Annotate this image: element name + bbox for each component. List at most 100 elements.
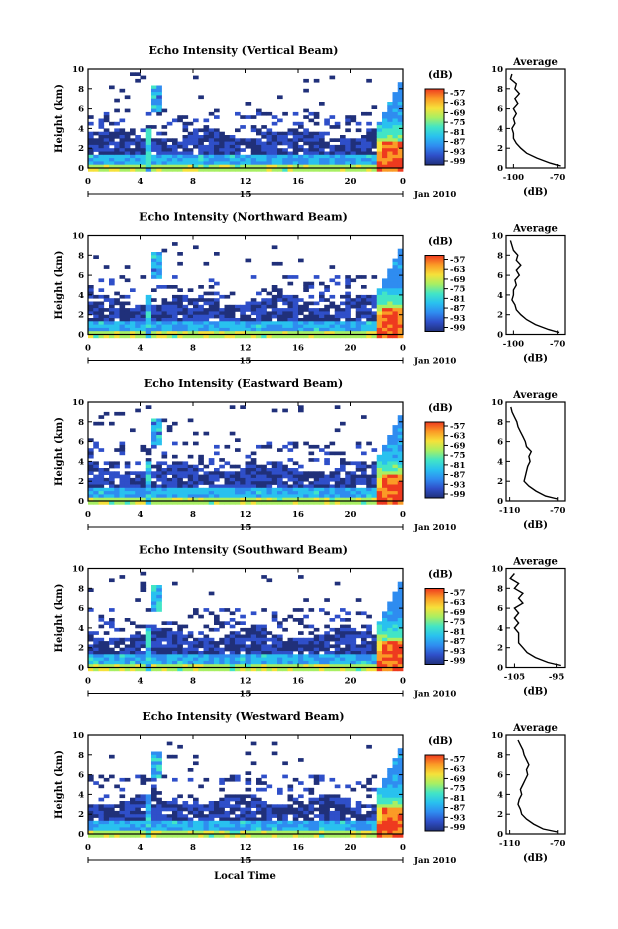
heatmap-cell: [298, 405, 304, 409]
heatmap-cell: [172, 118, 178, 123]
heatmap-cell: [292, 121, 299, 126]
colorbar-tick-label: -81: [450, 461, 465, 471]
heatmap-cell: [298, 131, 304, 136]
heatmap-cell: [88, 331, 94, 335]
heatmap-cell: [340, 331, 346, 335]
heatmap-cell: [151, 664, 157, 668]
heatmap-cell: [156, 141, 162, 146]
y-tick-label: 0: [78, 164, 84, 174]
heatmap-cell: [124, 654, 131, 658]
heatmap-cell: [292, 128, 299, 133]
heatmap-cell: [292, 321, 299, 325]
heatmap-cell: [203, 830, 210, 835]
heatmap-cell: [256, 487, 262, 492]
heatmap-cell: [151, 751, 157, 756]
heatmap-cell: [88, 161, 94, 166]
heatmap-cell: [88, 454, 94, 459]
heatmap-cell: [382, 464, 388, 469]
heatmap-cell: [245, 497, 252, 502]
colorbar-tick-label: -63: [450, 99, 465, 109]
y-tick-label: 6: [78, 604, 84, 614]
heatmap-cell: [140, 777, 147, 782]
heatmap-cell: [277, 131, 283, 136]
heatmap-cell: [166, 468, 173, 472]
heatmap-cell: [334, 581, 341, 586]
heatmap-cell: [203, 135, 210, 139]
heatmap-cell: [350, 481, 357, 485]
heatmap-cell: [198, 458, 204, 462]
heatmap-cell: [124, 830, 131, 835]
heatmap-cell: [303, 497, 309, 502]
heatmap-cell: [229, 331, 236, 335]
heatmap-cell: [387, 660, 393, 665]
heatmap-cell: [329, 814, 336, 818]
heatmap-cell: [114, 334, 120, 339]
heatmap-cell: [214, 321, 220, 325]
heatmap-cell: [303, 501, 309, 505]
heatmap-cell: [161, 108, 168, 113]
heatmap-cell: [250, 801, 257, 805]
heatmap-cell: [198, 461, 204, 466]
profile-unit: (dB): [523, 687, 548, 698]
heatmap-cell: [313, 327, 320, 332]
heatmap-cell: [177, 161, 183, 166]
heatmap-cell: [161, 321, 168, 325]
heatmap-cell: [103, 494, 110, 499]
heatmap-cell: [361, 311, 367, 316]
heatmap-cell: [193, 611, 199, 616]
heatmap-cell: [140, 308, 147, 312]
x-tick-label: 12: [240, 843, 252, 853]
heatmap-cell: [208, 830, 215, 835]
heatmap-cell: [287, 784, 294, 789]
heatmap-cell: [151, 252, 157, 256]
colorbar: [424, 88, 445, 166]
heatmap-cell: [98, 484, 105, 489]
heatmap-cell: [140, 321, 147, 325]
heatmap-cell: [182, 298, 189, 302]
heatmap-cell: [98, 327, 105, 332]
heatmap-cell: [313, 168, 320, 172]
profile-y-tick-label: 8: [497, 418, 503, 428]
heatmap-cell: [382, 624, 388, 629]
heatmap-cell: [387, 807, 393, 812]
heatmap-cell: [151, 494, 157, 499]
heatmap-cell: [114, 641, 120, 645]
heatmap-cell: [319, 161, 325, 166]
heatmap-cell: [172, 298, 178, 302]
heatmap-cell: [319, 324, 325, 329]
y-tick-label: 2: [78, 477, 84, 487]
heatmap-cell: [245, 102, 252, 106]
heatmap-cell: [303, 484, 309, 489]
heatmap-cell: [250, 308, 257, 312]
heatmap-cell: [397, 454, 404, 459]
heatmap-cell: [250, 810, 257, 815]
heatmap-cell: [340, 135, 346, 139]
heatmap-cell: [124, 324, 131, 329]
heatmap-cell: [203, 331, 210, 335]
heatmap-cell: [240, 158, 246, 162]
heatmap-cell: [397, 751, 404, 756]
heatmap-cell: [334, 158, 341, 162]
heatmap-cell: [345, 471, 351, 475]
heatmap-cell: [313, 138, 320, 142]
heatmap-cell: [135, 471, 141, 475]
heatmap-cell: [292, 294, 299, 299]
heatmap-cell: [187, 664, 194, 668]
heatmap-cell: [177, 624, 183, 629]
heatmap-cell: [350, 664, 357, 668]
heatmap-cell: [292, 131, 299, 136]
heatmap-cell: [345, 491, 351, 495]
heatmap-cell: [345, 827, 351, 832]
heatmap-cell: [287, 304, 294, 309]
heatmap-cell: [292, 111, 299, 116]
heatmap-cell: [308, 148, 315, 152]
heatmap-cell: [240, 141, 246, 146]
heatmap-cell: [366, 651, 372, 655]
heatmap-cell: [151, 761, 157, 766]
heatmap-cell: [145, 158, 152, 162]
heatmap-cell: [313, 814, 320, 818]
heatmap-cell: [166, 428, 173, 433]
heatmap-cell: [387, 458, 393, 462]
heatmap-cell: [287, 311, 294, 316]
heatmap-cell: [156, 148, 162, 152]
